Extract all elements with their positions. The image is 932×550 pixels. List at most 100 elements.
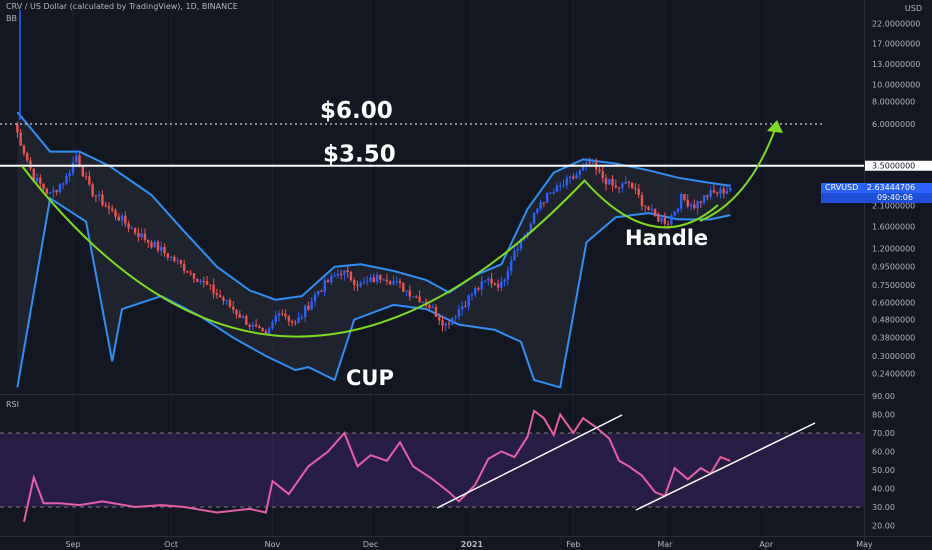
candle-body	[94, 195, 98, 197]
candle-body	[45, 188, 49, 194]
bb-upper-line	[16, 111, 731, 301]
rsi-band	[0, 433, 864, 507]
candle-body	[228, 300, 232, 307]
candle-body	[434, 307, 438, 317]
candle-body	[261, 328, 264, 332]
candle-body	[235, 309, 238, 315]
x-tick-label: Mar	[657, 540, 673, 549]
candle-body	[480, 281, 483, 290]
breakout-arrow-head	[767, 120, 783, 133]
candle-body	[529, 223, 532, 233]
candle-body	[464, 306, 467, 308]
rsi-indicator-label[interactable]: RSI	[6, 400, 19, 409]
rsi-y-tick-label: 60.00	[872, 448, 895, 457]
candle-body	[61, 183, 65, 185]
candle-body	[451, 317, 454, 325]
candle-body	[19, 132, 22, 146]
candle-body	[179, 260, 183, 264]
cup-curve	[21, 165, 586, 338]
candle-body	[369, 277, 372, 281]
candle-body	[313, 294, 317, 302]
candle-body	[552, 191, 555, 193]
candle-body	[320, 290, 323, 292]
candle-body	[562, 185, 565, 187]
y-tick-label: 1.6000000	[872, 222, 915, 231]
candle-body	[166, 253, 170, 258]
candle-body	[693, 204, 696, 209]
candle-body	[663, 217, 667, 224]
rsi-trendline-2	[635, 422, 816, 511]
rsi-line	[23, 409, 731, 523]
candle-body	[585, 162, 588, 167]
candle-body	[670, 215, 673, 225]
x-tick-label: Sep	[65, 540, 80, 549]
y-tick-label: 8.0000000	[872, 98, 915, 107]
candle-body	[140, 233, 143, 237]
candle-body	[565, 178, 568, 186]
candle-body	[611, 178, 614, 186]
candle-body	[516, 248, 519, 251]
candle-body	[284, 313, 287, 317]
candle-body	[444, 323, 447, 326]
countdown-label: 09:40:06	[877, 193, 913, 202]
candle-body	[117, 216, 120, 221]
candles	[16, 10, 732, 336]
candle-body	[372, 277, 376, 283]
candle-body	[55, 190, 58, 192]
x-tick-label: Nov	[265, 540, 281, 549]
candle-body	[578, 170, 582, 175]
candle-body	[153, 241, 156, 248]
candle-body	[411, 296, 415, 298]
symbol-label: CRVUSD	[825, 183, 859, 192]
candle-body	[248, 324, 251, 327]
rsi-trendline-1	[436, 414, 623, 509]
candle-body	[258, 326, 261, 329]
candle-body	[137, 232, 140, 237]
x-tick-label: Dec	[363, 540, 378, 549]
candle-body	[506, 270, 510, 280]
price-label: 2.63444706	[866, 183, 916, 192]
candle-body	[333, 275, 336, 277]
candle-body	[699, 201, 703, 203]
candle-body	[601, 171, 604, 179]
candle-body	[729, 187, 732, 191]
candle-body	[127, 223, 130, 229]
candle-body	[686, 199, 689, 207]
countdown-badge: 09:40:06	[821, 193, 932, 203]
candle-body	[509, 260, 513, 271]
candle-body	[297, 317, 300, 323]
candle-body	[624, 181, 627, 184]
candle-body	[500, 281, 503, 288]
candle-body	[111, 208, 114, 211]
candle-body	[539, 202, 542, 209]
y-tick-label: 13.0000000	[872, 60, 920, 69]
candle-body	[114, 210, 117, 217]
bb-indicator-label[interactable]: BB	[6, 14, 17, 23]
candle-body	[483, 280, 487, 282]
candle-body	[71, 162, 75, 174]
y-tick-label: 6.0000000	[872, 120, 915, 129]
candle-body	[39, 177, 42, 184]
candle-body	[245, 316, 248, 325]
candle-body	[75, 155, 78, 163]
candle-body	[32, 168, 35, 182]
candle-body	[591, 162, 595, 164]
candle-body	[398, 280, 402, 283]
candle-body	[375, 275, 379, 283]
candle-body	[388, 281, 392, 285]
bb-fill	[17, 112, 731, 388]
handle-label: Handle	[625, 226, 708, 250]
candle-body	[608, 178, 611, 185]
candle-body	[97, 194, 101, 197]
candle-body	[209, 284, 212, 286]
candle-body	[385, 279, 389, 282]
candle-body	[706, 195, 709, 197]
last-price-badge: CRVUSD 2.63444706	[821, 183, 932, 193]
candle-body	[689, 204, 693, 207]
candle-body	[447, 323, 451, 325]
candle-body	[683, 193, 686, 200]
candle-body	[549, 192, 552, 194]
x-tick-label: May	[856, 540, 873, 549]
candle-body	[192, 273, 196, 279]
candle-body	[156, 241, 160, 251]
